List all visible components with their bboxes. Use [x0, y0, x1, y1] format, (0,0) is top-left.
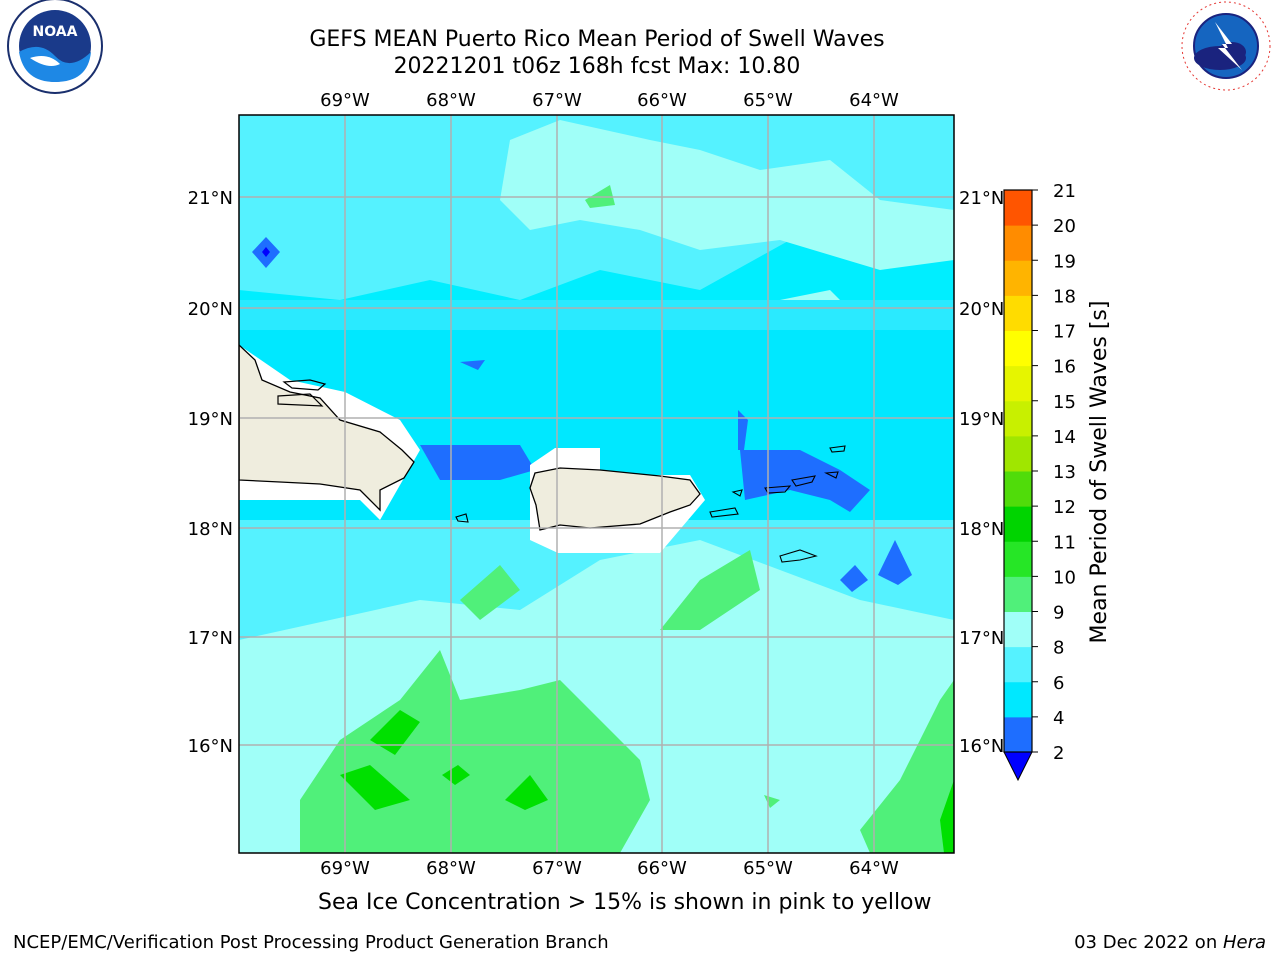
caption-text: Sea Ice Concentration > 15% is shown in … — [318, 890, 932, 915]
chart-subtitle: 20221201 t06z 168h fcst Max: 10.80 — [393, 54, 801, 79]
colorbar-segment — [1004, 435, 1032, 472]
lon-label-top: 66°W — [637, 90, 687, 111]
colorbar-tick-label: 15 — [1053, 392, 1076, 413]
lon-label-top: 67°W — [532, 90, 582, 111]
colorbar-extend-arrow — [1003, 751, 1033, 782]
footer-date-text: 03 Dec 2022 on — [1074, 932, 1223, 953]
lat-label-right: 21°N — [959, 188, 1004, 209]
lat-label-right: 16°N — [959, 736, 1004, 757]
lat-label-right: 18°N — [959, 519, 1004, 540]
colorbar-segment — [1004, 541, 1032, 577]
colorbar: 2 4 6 8 9 10 11 12 13 14 15 16 17 18 19 20 21 — [1003, 181, 1076, 782]
lon-label-bottom: 64°W — [849, 858, 899, 879]
lon-label-top: 68°W — [426, 90, 476, 111]
caption: Sea Ice Concentration > 15% is shown in … — [0, 890, 1280, 915]
colorbar-segment — [1004, 576, 1032, 612]
colorbar-segment — [1004, 400, 1032, 437]
colorbar-segment — [1004, 330, 1032, 367]
lat-label-left: 21°N — [188, 188, 233, 209]
colorbar-tick-label: 16 — [1053, 357, 1076, 378]
lat-label-left: 19°N — [188, 409, 233, 430]
map-frame — [238, 114, 955, 854]
colorbar-segment — [1004, 716, 1032, 753]
colorbar-label: Mean Period of Swell Waves [s] — [1087, 301, 1112, 644]
colorbar-segment — [1004, 646, 1032, 683]
colorbar-segment — [1004, 506, 1032, 542]
colorbar-segment — [1004, 225, 1032, 261]
lon-label-top: 69°W — [320, 90, 370, 111]
colorbar-tick-label: 9 — [1053, 603, 1064, 624]
noaa-logo-text: NOAA — [33, 24, 78, 40]
colorbar-tick-label: 20 — [1053, 216, 1076, 237]
lon-label-top: 64°W — [849, 90, 899, 111]
lat-label-right: 17°N — [959, 628, 1004, 649]
colorbar-segment — [1004, 295, 1032, 331]
nws-logo — [1179, 0, 1273, 93]
colorbar-segment — [1004, 260, 1032, 296]
footer-host: Hera — [1222, 932, 1266, 953]
lon-label-bottom: 66°W — [637, 858, 687, 879]
colorbar-segment — [1004, 471, 1032, 507]
lon-label-bottom: 68°W — [426, 858, 476, 879]
colorbar-segment — [1004, 190, 1032, 226]
lon-label-top: 65°W — [743, 90, 793, 111]
lat-label-right: 19°N — [959, 409, 1004, 430]
colorbar-tick-label: 8 — [1053, 638, 1064, 659]
lat-label-left: 17°N — [188, 628, 233, 649]
lat-label-left: 16°N — [188, 736, 233, 757]
colorbar-segment — [1004, 611, 1032, 648]
colorbar-segment — [1004, 681, 1032, 718]
map-grid — [239, 115, 954, 853]
footer-credit: NCEP/EMC/Verification Post Processing Pr… — [13, 932, 609, 953]
footer-date: 03 Dec 2022 on Hera — [1074, 932, 1266, 953]
colorbar-tick-label: 11 — [1053, 532, 1076, 553]
colorbar-tick-label: 17 — [1053, 322, 1076, 343]
colorbar-segment — [1004, 365, 1032, 402]
lat-label-right: 20°N — [959, 299, 1004, 320]
colorbar-tick-label: 13 — [1053, 462, 1076, 483]
colorbar-tick-label: 6 — [1053, 673, 1064, 694]
chart-title: GEFS MEAN Puerto Rico Mean Period of Swe… — [309, 27, 885, 52]
lat-label-left: 20°N — [188, 299, 233, 320]
swell-period-field — [239, 115, 954, 853]
colorbar-tick-label: 4 — [1053, 708, 1064, 729]
lat-label-left: 18°N — [188, 519, 233, 540]
lon-label-bottom: 67°W — [532, 858, 582, 879]
colorbar-tick-label: 14 — [1053, 427, 1076, 448]
lon-label-bottom: 69°W — [320, 858, 370, 879]
lon-label-bottom: 65°W — [743, 858, 793, 879]
colorbar-tick-label: 2 — [1053, 743, 1064, 764]
noaa-logo: NOAA — [7, 0, 103, 94]
colorbar-tick-label: 21 — [1053, 181, 1076, 202]
colorbar-tick-label: 12 — [1053, 497, 1076, 518]
colorbar-tick-label: 10 — [1053, 567, 1076, 588]
colorbar-tick-label: 18 — [1053, 286, 1076, 307]
colorbar-tick-label: 19 — [1053, 251, 1076, 272]
